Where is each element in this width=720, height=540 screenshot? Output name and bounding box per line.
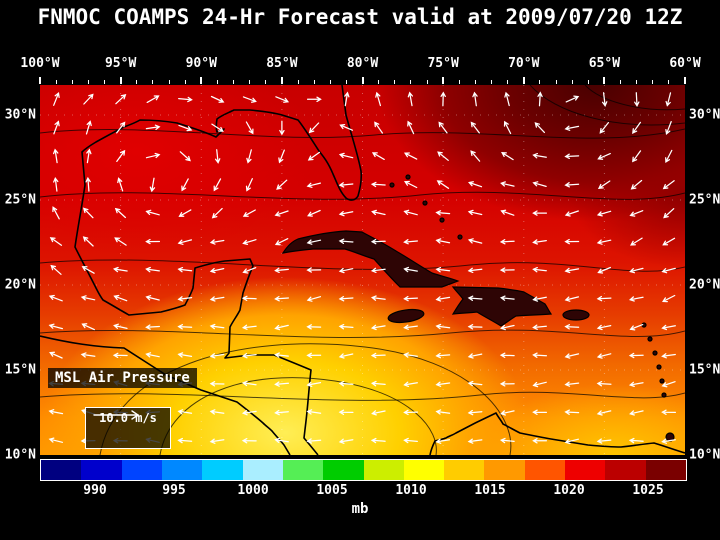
lat-label-right: 10°N	[689, 447, 720, 463]
axis-minor-tick	[297, 80, 299, 84]
colorbar-segment	[323, 460, 364, 480]
colorbar-tick-label: 990	[83, 483, 107, 498]
wind-scale-legend: 10.0 m/s	[85, 407, 171, 449]
axis-minor-tick	[426, 80, 428, 84]
axis-tick	[280, 77, 283, 84]
axis-minor-tick	[458, 80, 460, 84]
lon-label: 85°W	[266, 56, 298, 71]
axis-minor-tick	[184, 80, 186, 84]
colorbar-tick-label: 995	[162, 483, 186, 498]
lon-label: 65°W	[588, 56, 621, 71]
lon-label: 95°W	[104, 56, 137, 71]
colorbar-segment	[161, 460, 203, 480]
axis-minor-tick	[636, 80, 638, 84]
colorbar-segment	[363, 460, 404, 480]
coastlines	[40, 85, 685, 455]
colorbar-segment	[282, 460, 324, 480]
axis-minor-tick	[571, 80, 573, 84]
colorbar-segment	[41, 460, 82, 480]
axis-minor-tick	[87, 80, 89, 84]
wind-vector-arrows	[48, 91, 677, 445]
wind-scale-arrow-icon	[93, 410, 140, 420]
colorbar-segment	[565, 460, 606, 480]
colorbar-tick-labels: 990 995 1000 1005 1010 1015 1020 1025	[40, 483, 685, 499]
axis-minor-tick	[329, 80, 331, 84]
lat-label-left: 30°N	[4, 107, 36, 123]
forecast-map: MSL Air Pressure 10.0 m/s	[40, 85, 685, 455]
colorbar-segment	[444, 460, 485, 480]
colorbar-segment	[81, 460, 122, 480]
lat-label-right: 30°N	[689, 107, 720, 123]
lon-label: 60°W	[669, 56, 701, 71]
colorbar-unit: mb	[351, 501, 369, 517]
axis-minor-tick	[555, 80, 557, 84]
lat-label-left: 25°N	[4, 192, 36, 208]
axis-minor-tick	[136, 80, 138, 84]
field-label: MSL Air Pressure	[48, 368, 197, 388]
lat-label-left: 15°N	[4, 362, 36, 378]
page-title: FNMOC COAMPS 24-Hr Forecast valid at 200…	[37, 5, 683, 29]
lon-label: 75°W	[427, 56, 459, 71]
axis-minor-tick	[265, 80, 267, 84]
axis-tick	[119, 77, 122, 84]
colorbar-segment	[242, 460, 283, 480]
axis-tick	[522, 77, 525, 84]
axis-minor-tick	[152, 80, 154, 84]
lon-label: 70°W	[508, 56, 540, 71]
axis-minor-tick	[378, 80, 380, 84]
colorbar-segment	[403, 460, 445, 480]
axis-tick	[603, 77, 606, 84]
axis-minor-tick	[539, 80, 541, 84]
colorbar-tick-label: 1025	[632, 483, 664, 498]
colorbar-tick-label: 1000	[237, 483, 269, 498]
lat-label-left: 20°N	[4, 277, 36, 293]
axis-tick	[200, 77, 203, 84]
axis-minor-tick	[587, 80, 589, 84]
colorbar-tick-label: 1005	[316, 483, 348, 498]
axis-minor-tick	[410, 80, 412, 84]
axis-minor-tick	[394, 80, 396, 84]
axis-minor-tick	[104, 80, 105, 84]
lon-label: 80°W	[346, 56, 379, 71]
lon-label: 100°W	[20, 56, 60, 71]
colorbar-segment	[121, 460, 162, 480]
axis-minor-tick	[652, 80, 654, 84]
colorbar-tick-label: 1020	[553, 483, 585, 498]
colorbar-segment	[202, 460, 243, 480]
axis-tick	[684, 77, 686, 84]
isobar-contours	[40, 85, 685, 455]
colorbar-tick-label: 1015	[474, 483, 506, 498]
axis-minor-tick	[249, 80, 251, 84]
axis-minor-tick	[668, 80, 670, 84]
colorbar-segment	[645, 460, 686, 480]
colorbar-segment	[605, 460, 646, 480]
axis-minor-tick	[620, 80, 621, 84]
axis-tick	[39, 77, 41, 84]
axis-minor-tick	[216, 80, 218, 84]
axis-minor-tick	[507, 80, 509, 84]
axis-minor-tick	[55, 80, 57, 84]
colorbar-segment	[484, 460, 525, 480]
colorbar	[40, 459, 687, 481]
axis-minor-tick	[474, 80, 476, 84]
axis-minor-tick	[168, 80, 170, 84]
lat-label-right: 15°N	[689, 362, 720, 378]
axis-minor-tick	[71, 80, 73, 84]
lat-label-right: 20°N	[689, 277, 720, 293]
colorbar-tick-label: 1010	[395, 483, 427, 498]
axis-minor-tick	[345, 80, 347, 84]
lat-label-right: 25°N	[689, 192, 720, 208]
axis-tick	[442, 77, 445, 84]
axis-minor-tick	[491, 80, 492, 84]
longitude-axis: 100°W 95°W 90°W 85°W 80°W 75°W 70°W 65°W 60°W	[0, 56, 720, 86]
colorbar-segment	[524, 460, 566, 480]
axis-minor-tick	[313, 80, 315, 84]
lon-label: 90°W	[185, 56, 217, 71]
axis-tick	[361, 77, 364, 84]
axis-minor-tick	[233, 80, 234, 84]
lat-label-left: 10°N	[4, 447, 36, 463]
